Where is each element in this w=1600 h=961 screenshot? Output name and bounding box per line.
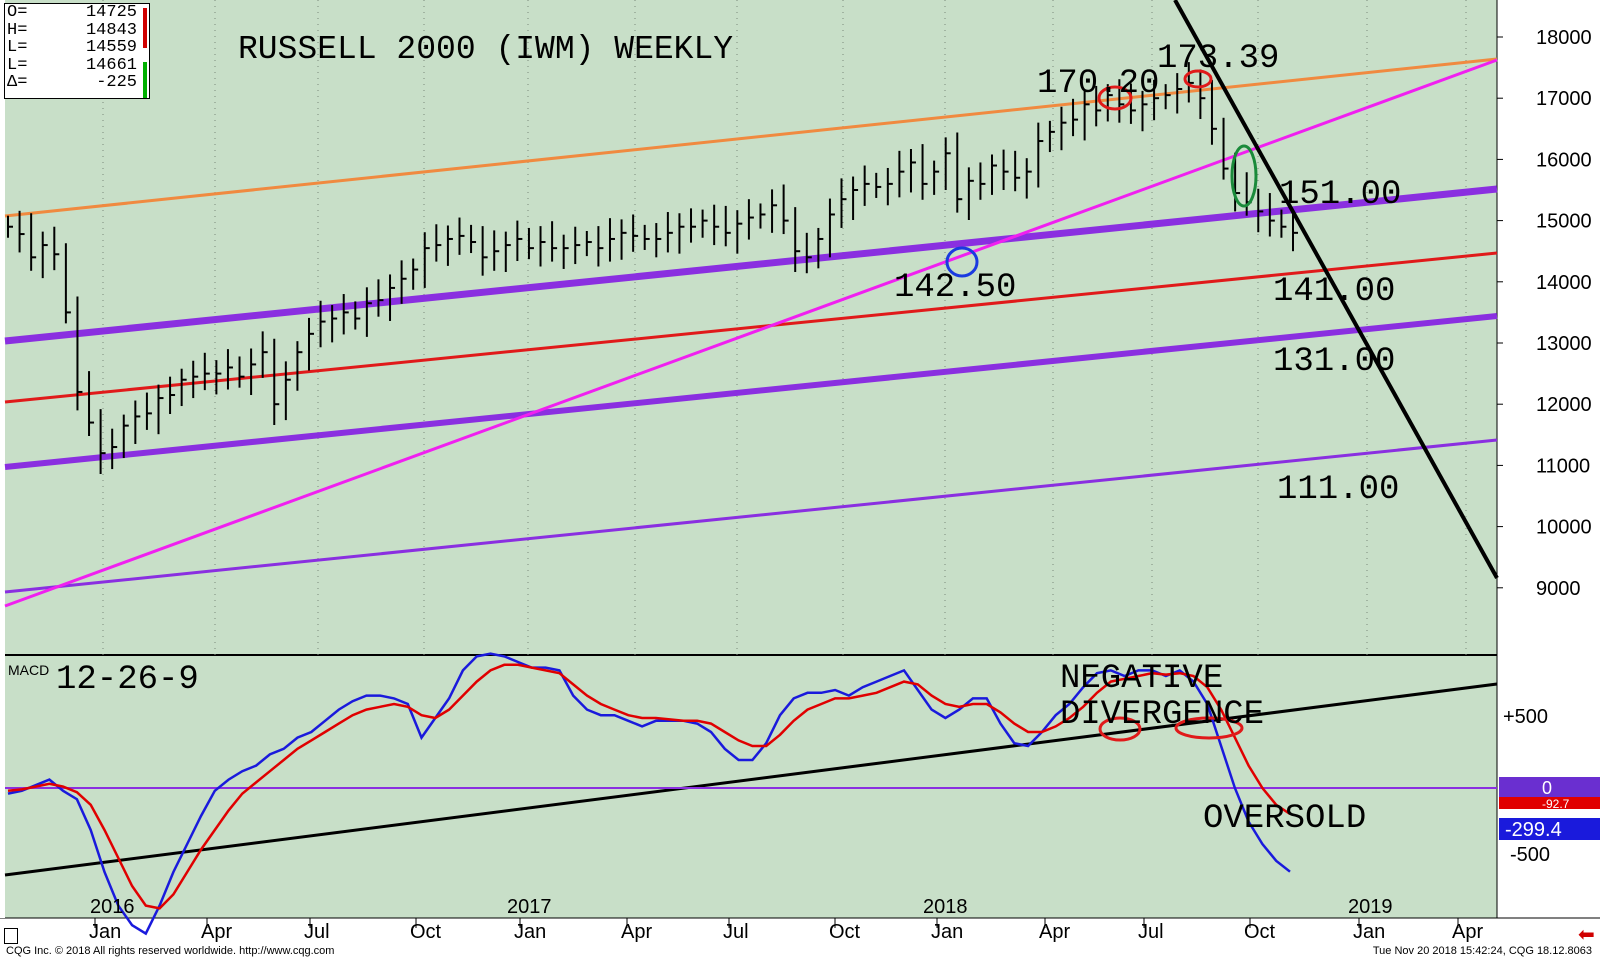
markers [945,69,1258,742]
annotation-131-00: 131.00 [1273,343,1395,381]
trendline [1173,0,1499,579]
month-label: Apr [621,921,652,943]
month-label: Jul [1138,921,1164,943]
marker-173-39 [1183,69,1213,89]
signal-readout-bg [1499,797,1600,809]
ohlc-row: O= 14725 [7,3,137,22]
month-label: Apr [1452,921,1483,943]
price-axis: 9000 10000 11000 12000 13000 14000 15000 16000 1… [1497,27,1592,600]
price-tick-label: 11000 [1536,455,1590,477]
marker-divergence-2 [1174,716,1244,740]
annotation-141-00: 141.00 [1273,273,1395,311]
month-label: Jan [931,921,963,943]
ohlc-row: L= 14559 [7,38,137,57]
footer-copyright: CQG Inc. © 2018 All rights reserved worl… [6,945,335,957]
month-label: Jan [89,921,121,943]
annotation-negative: NEGATIVE [1060,660,1223,698]
price-tick-label: 16000 [1536,149,1592,171]
month-label: Oct [1244,921,1276,943]
annotation-oversold: OVERSOLD [1203,800,1366,838]
annotation-divergence: DIVERGENCE [1060,696,1264,734]
year-label: 2016 [90,896,135,918]
month-label: Jan [1353,921,1385,943]
price-tick-label: 9000 [1536,578,1581,600]
ohlc-row: L= 14661 [7,55,137,75]
chart-title: RUSSELL 2000 (IWM) WEEKLY [238,31,733,68]
price-tick-label: 12000 [1536,394,1592,416]
month-label: Jul [304,921,330,943]
signal-readout: -92.7 [1542,797,1570,811]
annotation-173-39: 173.39 [1157,40,1279,78]
month-label: Oct [829,921,861,943]
trendline [4,313,1498,470]
footer-timestamp: Tue Nov 20 2018 15:42:24, CQG 18.12.8063 [1372,945,1592,957]
month-label: Oct [410,921,442,943]
marker-170-20 [1097,85,1133,111]
marker-divergence-1 [1098,716,1142,742]
trendlines [4,0,1499,877]
ohlc-red-bar [143,8,147,48]
marker-142-50 [945,246,979,278]
axis-bg [1497,0,1600,918]
scroll-right-arrow-icon[interactable]: ⬅ [1578,924,1595,946]
macd-label: MACD [8,662,49,678]
price-bars [7,62,1298,474]
zero-readout: 0 [1542,778,1552,798]
macd-readout: -299.4 [1505,819,1562,841]
month-label: Jul [723,921,749,943]
year-label: 2019 [1348,896,1393,918]
macd-tick-plus500: +500 [1503,706,1548,728]
ohlc-readout: O= 14725 H= 14843 L= 14559 L= 14661 Δ= -225 [4,3,150,99]
annotation-170-20: 170.20 [1037,65,1159,103]
ohlc-row: Δ= -225 [7,73,137,92]
marker-gap [1230,144,1258,208]
month-label: Apr [1039,921,1070,943]
macd-tick-minus500: -500 [1510,844,1550,866]
month-label: Jan [514,921,546,943]
ohlc-green-bar [143,62,147,98]
annotation-142-50: 142.50 [894,269,1016,307]
macd-readout-bg [1499,818,1600,840]
annotation-111-00: 111.00 [1277,471,1399,509]
ohlc-row: H= 14843 [7,20,137,40]
price-tick-label: 15000 [1536,211,1592,233]
annotation-151-00: 151.00 [1279,176,1401,214]
trendline [4,58,1498,608]
month-label: Apr [201,921,232,943]
trendline [4,185,1498,345]
trendline [4,682,1498,877]
zero-readout-bg [1499,777,1600,797]
macd-params: 12-26-9 [56,661,199,699]
price-tick-label: 13000 [1536,333,1592,355]
trendline [4,57,1498,218]
year-label: 2017 [507,896,552,918]
trendline [4,251,1498,404]
price-tick-label: 17000 [1536,88,1592,110]
price-tick-label: 10000 [1536,517,1592,539]
time-axis: 2016 2017 2018 2019 Jan Apr Jul Oct Jan Apr Jul Oct… [89,896,1483,943]
left-edge [0,0,5,918]
price-tick-label: 14000 [1536,272,1592,294]
macd-lines [7,652,1291,936]
scroll-toggle[interactable] [4,928,18,944]
price-tick-label: 18000 [1536,27,1592,49]
macd-series-signal [7,663,1291,910]
year-label: 2018 [923,896,968,918]
trendline [4,438,1498,594]
macd-series-macd [7,652,1291,936]
